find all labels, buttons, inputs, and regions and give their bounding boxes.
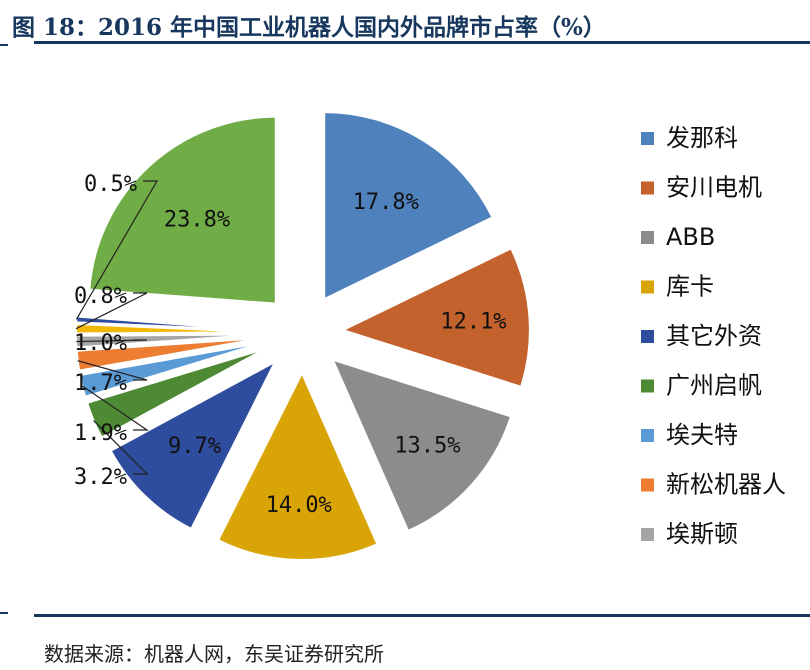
slice-label: 0.5% [84,172,137,197]
legend-label: 其它外资 [666,322,762,350]
legend-swatch [641,181,654,195]
legend-swatch [641,280,654,294]
slice-label: 17.8% [353,190,419,215]
legend-swatch [641,132,654,145]
chart-title: 图 18：2016 年中国工业机器人国内外品牌市占率（%） [12,14,606,41]
legend-swatch [641,231,654,244]
slice-label: 23.8% [164,208,230,233]
legend-swatch [641,478,654,492]
slice-label: 1.7% [74,371,127,396]
legend-label: 发那科 [666,124,738,152]
pie-slice-库卡 [216,370,379,561]
pie-slice-ABB [330,358,513,533]
leader-line [75,180,159,320]
pie-slice-23.8% [88,115,277,305]
slice-label: 1.9% [74,421,127,446]
legend-swatch [641,379,654,393]
leader-line [81,385,149,431]
footer-rule [34,614,810,617]
pie-slice-安川电机 [340,247,531,389]
slice-labels: 17.8% 12.1% 13.5% 14.0% 9.7% 3.2% 1.9% 1.7% 1.0%… [74,172,507,518]
header-rule [34,41,810,44]
legend-swatch [641,429,654,442]
leader-line [75,292,148,330]
legend-label: 安川电机 [666,174,762,202]
slice-label: 0.8% [74,284,127,309]
slice-label: 14.0% [266,493,332,518]
source-note: 数据来源：机器人网，东吴证券研究所 [44,642,384,666]
legend-label: ABB [666,223,715,251]
leader-line [77,360,148,381]
pie-slice-发那科 [323,111,494,301]
slice-label: 12.1% [440,310,506,335]
leader-line [93,420,149,475]
slice-label: 13.5% [394,434,460,459]
legend-label: 埃夫特 [666,421,738,449]
legend-swatch [641,330,654,343]
axis-tick [0,612,8,614]
pie-slice-埃斯顿 [75,333,264,349]
pie-chart: 17.8% 12.1% 13.5% 14.0% 9.7% 3.2% 1.9% 1.7% 1.0%… [74,111,786,561]
legend-label: 新松机器人 [666,471,786,499]
pie-slice-其它外资 [109,359,278,531]
axis-tick [0,44,8,46]
slice-label: 9.7% [168,434,221,459]
pie-slices [75,111,531,561]
legend-label: 广州启帆 [666,372,762,400]
slice-label: 1.0% [74,331,127,356]
leader-line [76,339,148,343]
slice-label: 3.2% [74,465,127,490]
legend-label: 埃斯顿 [666,520,738,548]
legend-swatch [641,528,654,541]
leader-lines [75,180,159,475]
legend-label: 库卡 [666,273,714,301]
pie-slice-0.5% [75,315,264,332]
